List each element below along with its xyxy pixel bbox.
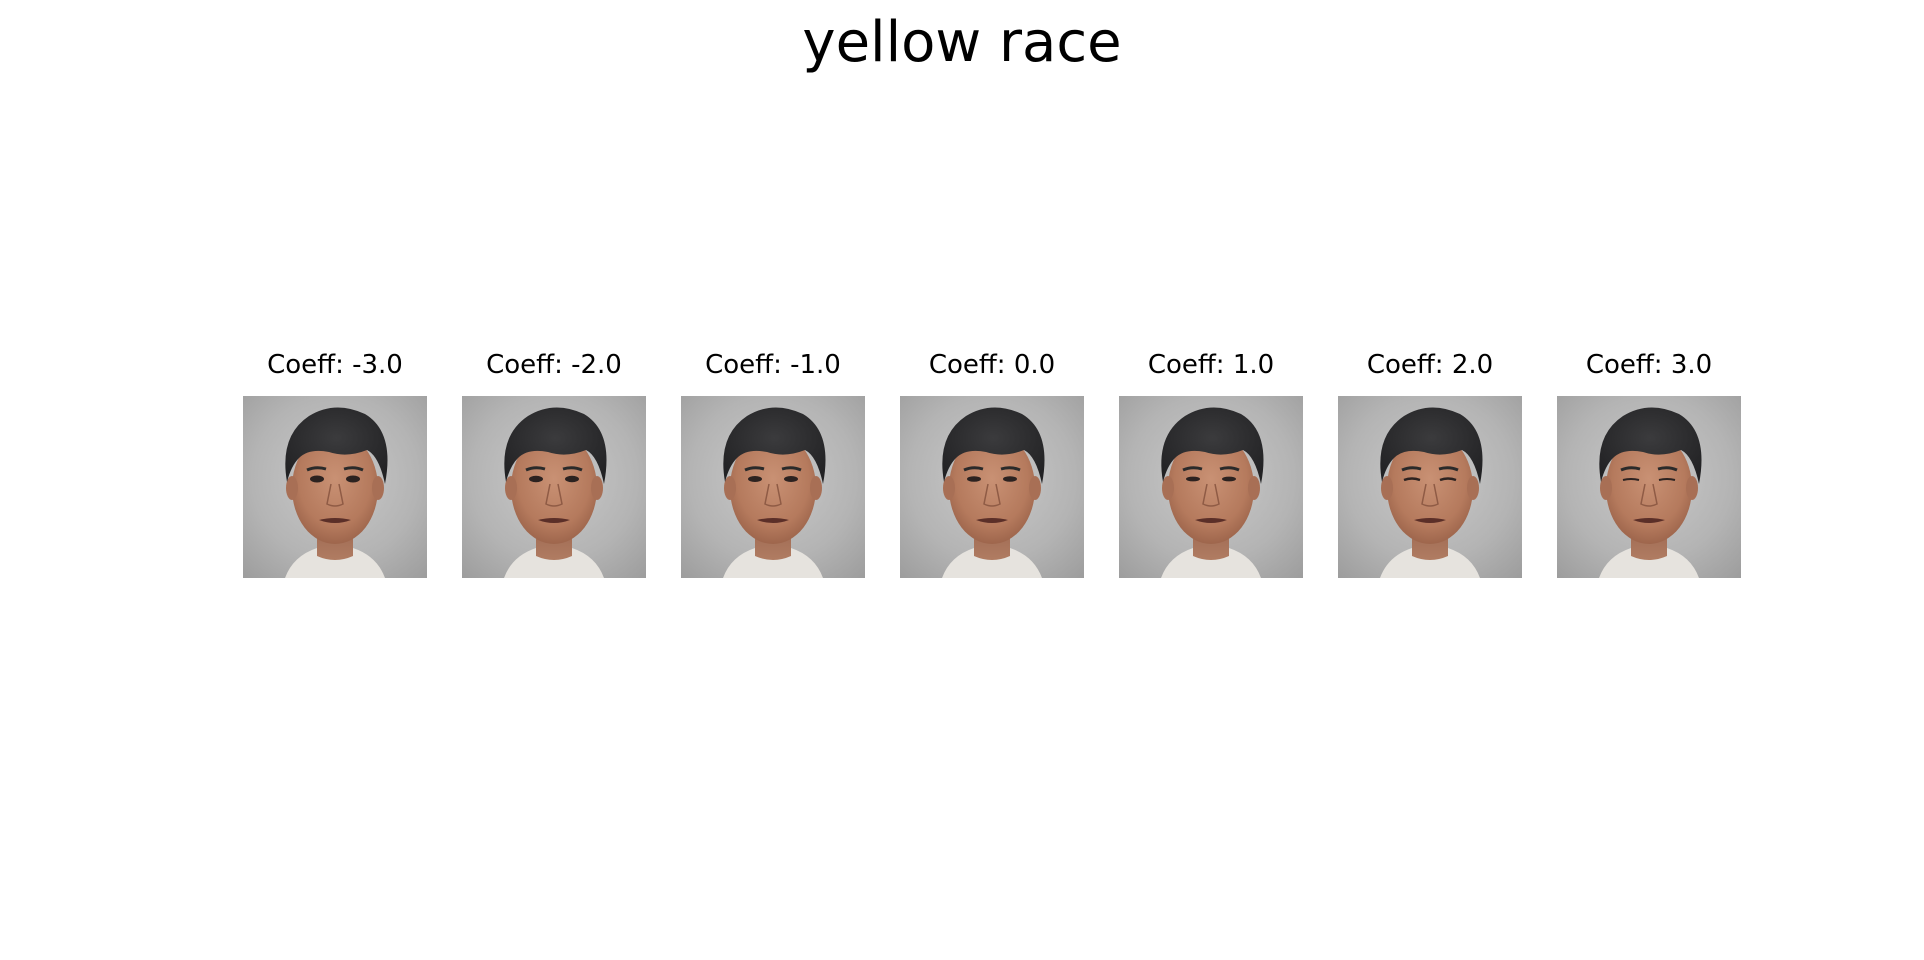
face-image — [900, 396, 1084, 578]
panel-caption: Coeff: -1.0 — [705, 350, 841, 380]
panel-coeff-neg1: Coeff: -1.0 — [681, 348, 865, 578]
panel-caption: Coeff: 2.0 — [1366, 350, 1494, 380]
panel-caption: Coeff: 3.0 — [1585, 350, 1713, 380]
face-image — [1338, 396, 1522, 578]
face-image — [462, 396, 646, 578]
panel-coeff-neg2: Coeff: -2.0 — [462, 348, 646, 578]
panel-coeff-3: Coeff: 3.0 — [1557, 348, 1741, 578]
face-image — [243, 396, 427, 578]
panel-coeff-2: Coeff: 2.0 — [1338, 348, 1522, 578]
face-image — [1119, 396, 1303, 578]
panel-caption: Coeff: -2.0 — [486, 350, 622, 380]
panel-caption: Coeff: 1.0 — [1147, 350, 1275, 380]
figure-title: yellow race — [802, 10, 1122, 75]
face-image — [681, 396, 865, 578]
panel-caption: Coeff: 0.0 — [928, 350, 1056, 380]
panel-caption: Coeff: -3.0 — [267, 350, 403, 380]
panel-coeff-1: Coeff: 1.0 — [1119, 348, 1303, 578]
panel-coeff-0: Coeff: 0.0 — [900, 348, 1084, 578]
panel-coeff-neg3: Coeff: -3.0 — [243, 348, 427, 578]
face-image — [1557, 396, 1741, 578]
